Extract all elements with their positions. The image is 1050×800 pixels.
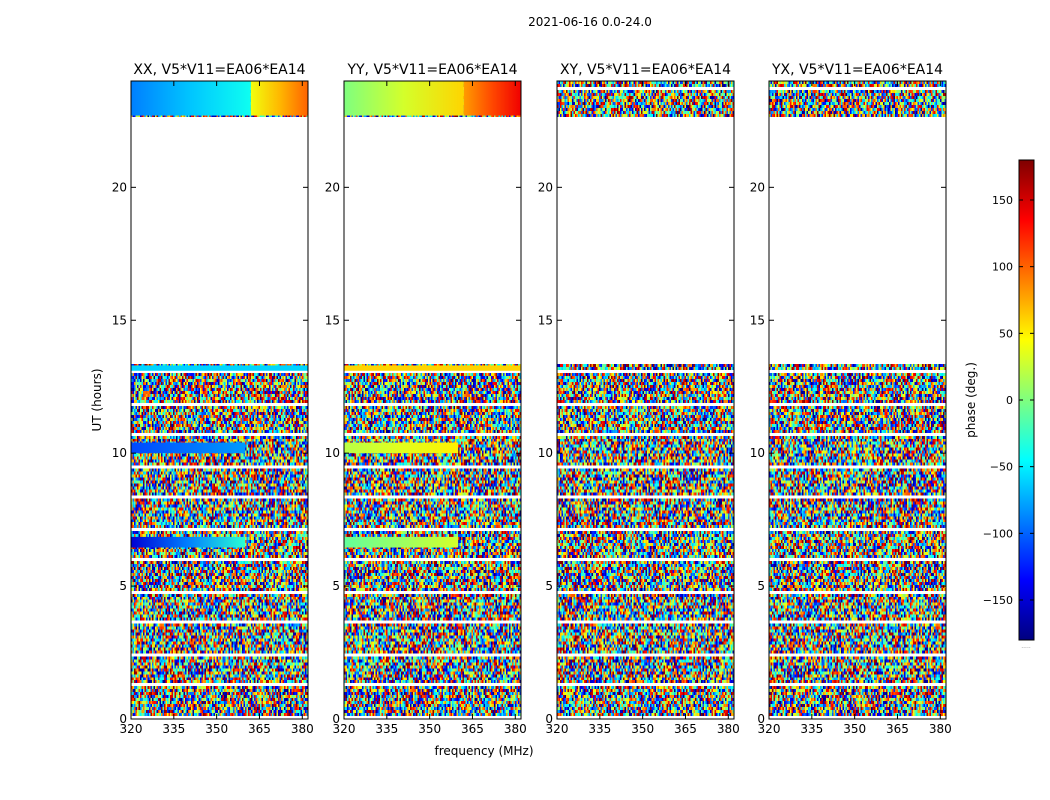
x-tick-label: 380 [717, 722, 740, 736]
coherent-band [344, 365, 521, 371]
x-tick-label: 350 [418, 722, 441, 736]
colorbar-tick-label: −50 [990, 461, 1013, 474]
panel-frame [556, 80, 735, 720]
panel-frame [768, 80, 947, 720]
y-tick-label: 5 [545, 579, 553, 593]
y-tick-label: 0 [545, 712, 553, 726]
coherent-band [131, 365, 308, 371]
x-tick-label: 320 [758, 722, 781, 736]
panel-data-image [131, 81, 308, 719]
x-tick-label: 365 [886, 722, 909, 736]
y-tick-label: 5 [119, 579, 127, 593]
y-tick-label: 20 [325, 180, 340, 194]
panel-2: YY, V5*V11=EA06*EA14 320 335 350 365 380 0 5 10 1… [325, 62, 527, 736]
panels-group: XX, V5*V11=EA06*EA14 320 335 350 365 380 0 5 10 1… [112, 62, 952, 736]
x-tick-label: 365 [674, 722, 697, 736]
x-tick-label: 350 [205, 722, 228, 736]
y-tick-label: 5 [757, 579, 765, 593]
coherent-band [344, 442, 459, 454]
y-tick-label: 15 [538, 313, 553, 327]
x-tick-label: 380 [929, 722, 952, 736]
colorbar: −150 −100 −50 0 50 100 150 [983, 159, 1035, 641]
panel-title: XX, V5*V11=EA06*EA14 [133, 62, 305, 78]
x-tick-label: 320 [333, 722, 356, 736]
panel-data-image [557, 81, 734, 719]
x-tick-label: 380 [291, 722, 314, 736]
x-tick-label: 350 [843, 722, 866, 736]
y-tick-label: 10 [325, 446, 340, 460]
x-tick-label: 365 [461, 722, 484, 736]
y-tick-label: 0 [119, 712, 127, 726]
panel-title: YY, V5*V11=EA06*EA14 [346, 62, 517, 78]
colorbar-tick-label: 50 [999, 327, 1013, 340]
y-tick-label: 20 [750, 180, 765, 194]
x-tick-label: 350 [631, 722, 654, 736]
panel-data-image [344, 81, 521, 719]
y-tick-label: 5 [332, 579, 340, 593]
colorbar-tick-label: 100 [992, 261, 1013, 274]
colorbar-label: phase (deg.) [964, 362, 978, 438]
figure-title: 2021-06-16 0.0-24.0 [528, 15, 652, 29]
coherent-band [344, 81, 464, 116]
panel-4: YX, V5*V11=EA06*EA14 320 335 350 365 380 0 5 10 1… [750, 62, 952, 736]
coherent-band [131, 81, 251, 116]
y-tick-label: 0 [757, 712, 765, 726]
x-tick-label: 320 [546, 722, 569, 736]
y-tick-label: 15 [112, 313, 127, 327]
y-tick-label: 15 [750, 313, 765, 327]
colorbar-tick-label: −150 [983, 594, 1013, 607]
colorbar-tick-label: −100 [983, 527, 1013, 540]
y-tick-label: 15 [325, 313, 340, 327]
x-axis-label: frequency (MHz) [434, 744, 533, 758]
y-tick-label: 20 [538, 180, 553, 194]
coherent-band [131, 536, 246, 548]
panel-title: XY, V5*V11=EA06*EA14 [560, 62, 731, 78]
y-tick-label: 20 [112, 180, 127, 194]
coherent-band [250, 81, 308, 116]
panel-data-image [769, 81, 946, 719]
x-tick-label: 365 [248, 722, 271, 736]
panel-title: YX, V5*V11=EA06*EA14 [771, 62, 943, 78]
x-tick-label: 380 [504, 722, 527, 736]
y-tick-label: 10 [750, 446, 765, 460]
y-axis-label: UT (hours) [90, 368, 104, 431]
panel-1: XX, V5*V11=EA06*EA14 320 335 350 365 380 0 5 10 1… [112, 62, 314, 736]
x-tick-label: 335 [162, 722, 185, 736]
panel-frame [343, 80, 522, 720]
y-tick-label: 10 [112, 446, 127, 460]
x-tick-label: 335 [588, 722, 611, 736]
panel-3: XY, V5*V11=EA06*EA14 320 335 350 365 380 0 5 10 1… [538, 62, 740, 736]
colorbar-tick-label: 150 [992, 194, 1013, 207]
coherent-band [131, 442, 246, 454]
x-tick-label: 335 [375, 722, 398, 736]
colorbar-tick-label: 0 [1006, 394, 1013, 407]
coherent-band [463, 81, 521, 116]
coherent-band [344, 536, 459, 548]
panel-frame [130, 80, 309, 720]
colorbar-footnote: ..... [1021, 643, 1031, 650]
y-tick-label: 10 [538, 446, 553, 460]
x-tick-label: 335 [800, 722, 823, 736]
y-tick-label: 0 [332, 712, 340, 726]
x-tick-label: 320 [120, 722, 143, 736]
